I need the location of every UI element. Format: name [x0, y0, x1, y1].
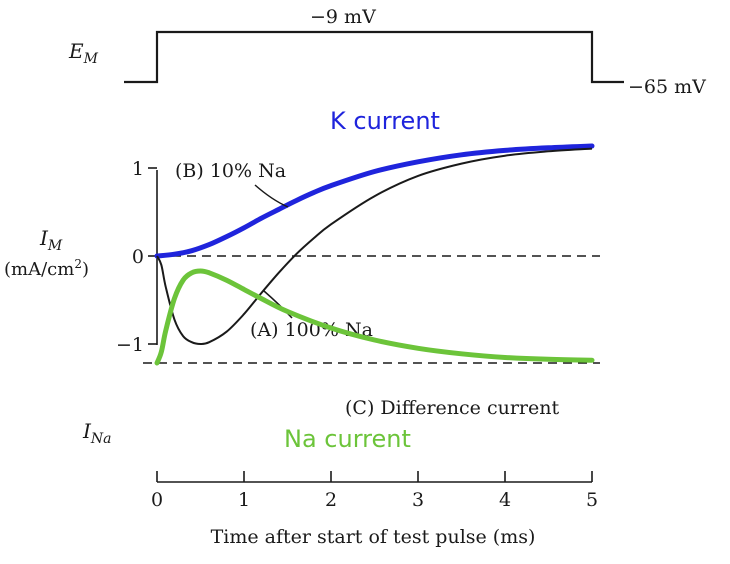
voltage-panel: EM −9 mV −65 mV — [68, 6, 706, 98]
annotation-b-10pct-na: (B) 10% Na — [175, 160, 286, 182]
y-tick-label-minus-1: −1 — [116, 334, 144, 356]
ina-ylabel: INa — [82, 419, 112, 447]
im-ylabel: IM — [39, 226, 63, 254]
series-k-current-line — [154, 143, 595, 259]
annotation-b-leader — [254, 184, 289, 208]
em-label: EM — [68, 39, 99, 67]
k-current-label: K current — [330, 107, 440, 135]
annotation-a-leader — [263, 290, 293, 319]
annotation-c-difference-current: (C) Difference current — [345, 397, 559, 419]
annotation-a-100pct-na: (A) 100% Na — [250, 319, 373, 341]
current-panel: 1 0 −1 IM (mA/cm2) (B) 10% Na (A) 100% N… — [4, 107, 600, 356]
series-na-current-line — [154, 268, 595, 366]
y-tick-label-1: 1 — [132, 158, 144, 180]
y-tick-label-0: 0 — [132, 246, 144, 268]
series-a-100pct-na-line — [156, 147, 593, 346]
x-tick-label: 4 — [499, 489, 511, 511]
voltage-step-trace — [124, 30, 624, 84]
na-current-label: Na current — [284, 425, 411, 453]
x-tick-label: 3 — [412, 489, 424, 511]
rest-voltage-label: −65 mV — [628, 76, 706, 98]
step-voltage-label: −9 mV — [310, 6, 376, 28]
x-tick-label: 0 — [151, 489, 163, 511]
im-units-label: (mA/cm2) — [4, 257, 89, 280]
x-tick-label: 2 — [325, 489, 337, 511]
series-c-difference-current-line — [156, 269, 593, 364]
x-tick-label: 5 — [586, 489, 598, 511]
x-tick-label: 1 — [238, 489, 250, 511]
x-axis: Time after start of test pulse (ms) 0 1 2 3… — [151, 471, 598, 548]
x-axis-label: Time after start of test pulse (ms) — [211, 526, 536, 548]
na-panel: INa (C) Difference current Na current — [82, 268, 600, 453]
